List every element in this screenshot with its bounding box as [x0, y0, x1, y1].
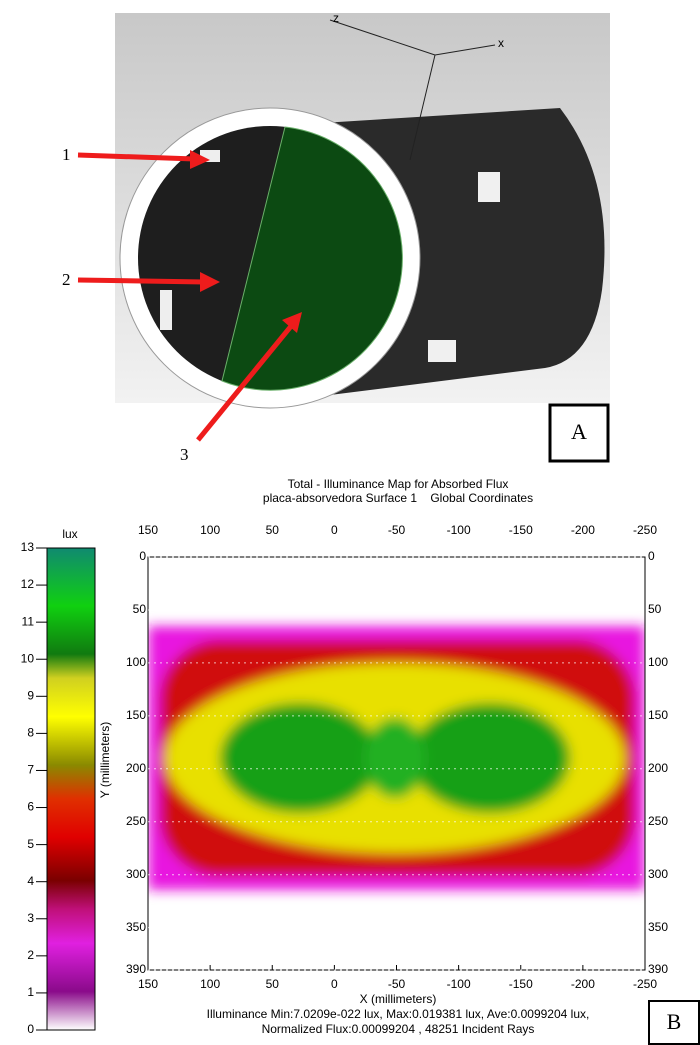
colorbar-tick-label: 11 — [22, 614, 35, 628]
y-tick-label: 350 — [126, 920, 146, 934]
x-tick-label-top: -250 — [633, 523, 657, 537]
y-tick-label-right: 390 — [648, 962, 668, 976]
y-tick-label: 390 — [126, 962, 146, 976]
axis-z — [329, 19, 436, 56]
y-tick-label: 100 — [126, 655, 146, 669]
heatmap — [148, 626, 645, 890]
chart-subtitle: placa-absorvedora Surface 1 Global Coord… — [263, 491, 533, 505]
chart-title: Total - Illuminance Map for Absorbed Flu… — [288, 477, 509, 491]
arrow — [77, 277, 206, 285]
colorbar-tick-label: 5 — [27, 837, 34, 851]
x-tick-label: -150 — [509, 977, 533, 991]
x-tick-label: -200 — [571, 977, 595, 991]
axis-label: x — [498, 36, 504, 50]
x-tick-label-top: -150 — [509, 523, 533, 537]
footer-line: Normalized Flux:0.00099204 , 48251 Incid… — [262, 1022, 535, 1036]
panel-b: Total - Illuminance Map for Absorbed Flu… — [21, 477, 700, 1045]
y-tick-label-right: 50 — [648, 602, 662, 616]
x-tick-label: -50 — [388, 977, 406, 991]
panel-label-box — [548, 403, 610, 463]
callout: 1 — [62, 145, 71, 164]
heat-region — [410, 703, 570, 813]
x-axis-label: X (millimeters) — [360, 992, 437, 1006]
axis-x — [434, 44, 496, 56]
y-tick-label-right: 0 — [648, 549, 655, 563]
y-tick-label-right: 200 — [648, 761, 668, 775]
colorbar-tick-label: 13 — [21, 540, 35, 554]
colorbar-tick-label: 10 — [21, 651, 35, 665]
colorbar-tick-label: 4 — [27, 874, 34, 888]
colorbar-tick-label: 9 — [27, 688, 34, 702]
y-tick-label-right: 300 — [648, 867, 668, 881]
colorbar-tick-label: 8 — [27, 726, 34, 740]
fitting — [478, 172, 500, 202]
x-tick-label-top: 0 — [331, 523, 338, 537]
y-axis-label: Y (millimeters) — [98, 722, 112, 798]
y-tick-label-right: 250 — [648, 814, 668, 828]
arrow — [196, 323, 294, 442]
x-tick-label-top: -200 — [571, 523, 595, 537]
y-tick-label-right: 150 — [648, 708, 668, 722]
colorbar-tick-label: 6 — [27, 800, 34, 814]
arrow — [77, 152, 196, 162]
x-tick-label: 0 — [331, 977, 338, 991]
y-tick-label: 50 — [133, 602, 147, 616]
callout: 2 — [62, 270, 71, 289]
x-tick-label: -100 — [447, 977, 471, 991]
x-tick-label: 150 — [138, 977, 158, 991]
colorbar-unit: lux — [62, 527, 77, 541]
colorbar-tick-label: 0 — [27, 1022, 34, 1036]
colorbar-tick-label: 12 — [21, 577, 35, 591]
colorbar-tick-label: 7 — [27, 763, 34, 777]
x-tick-label-top: -50 — [388, 523, 406, 537]
x-tick-label-top: 150 — [138, 523, 158, 537]
colorbar-tick-label: 3 — [27, 911, 34, 925]
x-tick-label: -250 — [633, 977, 657, 991]
heat-region — [220, 703, 380, 813]
footer-line: Illuminance Min:7.0209e-022 lux, Max:0.0… — [207, 1007, 590, 1021]
x-tick-label-top: -100 — [447, 523, 471, 537]
x-tick-label: 100 — [200, 977, 220, 991]
y-tick-label: 200 — [126, 761, 146, 775]
axis-label: z — [333, 11, 339, 25]
part-2 — [160, 290, 172, 330]
colorbar-tick-label: 1 — [27, 985, 34, 999]
y-tick-label-right: 350 — [648, 920, 668, 934]
colorbar — [46, 547, 96, 1031]
arrow-head — [282, 312, 302, 333]
axis-y — [409, 54, 436, 161]
absorber-plate — [221, 126, 403, 391]
panel-a: z x 1 2 3 A — [62, 11, 610, 464]
arrow-head — [200, 272, 220, 292]
y-tick-label: 0 — [139, 549, 146, 563]
x-tick-label-top: 100 — [200, 523, 220, 537]
panel-label-box — [648, 1000, 700, 1045]
y-tick-label-right: 100 — [648, 655, 668, 669]
panel-label: B — [667, 1009, 682, 1034]
arrow-head — [190, 150, 210, 169]
x-tick-label-top: 50 — [266, 523, 280, 537]
y-tick-label: 150 — [126, 708, 146, 722]
arrows — [77, 150, 302, 442]
callout: 3 — [180, 445, 189, 464]
x-tick-label: 50 — [266, 977, 280, 991]
panel-label: A — [571, 419, 587, 444]
heat-region — [365, 718, 425, 798]
y-tick-label: 300 — [126, 867, 146, 881]
y-tick-label: 250 — [126, 814, 146, 828]
fitting — [428, 340, 456, 362]
colorbar-tick-label: 2 — [27, 948, 34, 962]
